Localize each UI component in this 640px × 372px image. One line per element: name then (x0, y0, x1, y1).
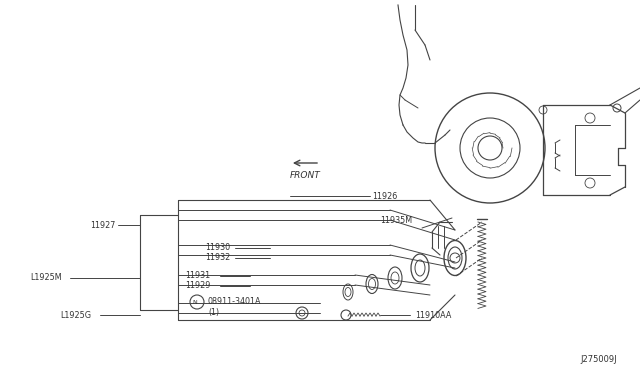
Text: 11926: 11926 (372, 192, 397, 201)
Text: FRONT: FRONT (290, 170, 321, 180)
Text: (1): (1) (208, 308, 219, 317)
Text: J275009J: J275009J (580, 356, 616, 365)
Text: N: N (193, 299, 197, 305)
Text: 11932: 11932 (205, 253, 230, 263)
Text: 08911-3401A: 08911-3401A (208, 298, 262, 307)
Text: L1925G: L1925G (60, 311, 91, 320)
Text: 11929: 11929 (185, 282, 211, 291)
Text: 11935M: 11935M (380, 215, 412, 224)
Text: L1925M: L1925M (30, 273, 61, 282)
Text: 11930: 11930 (205, 244, 230, 253)
Text: 11910AA: 11910AA (415, 311, 451, 320)
Text: 11931: 11931 (185, 272, 210, 280)
Text: 11927: 11927 (90, 221, 115, 230)
